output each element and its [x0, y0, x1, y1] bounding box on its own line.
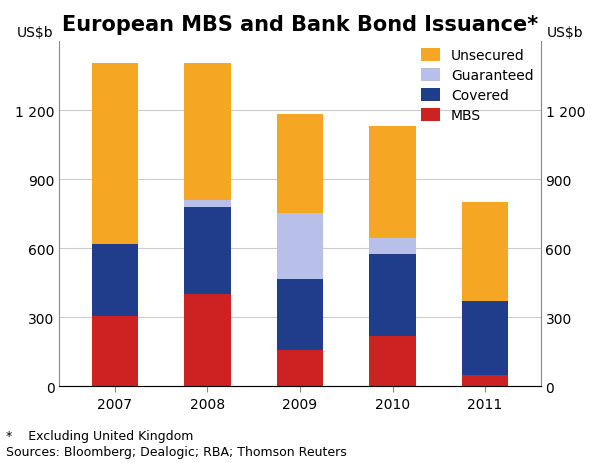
Bar: [184, 200, 230, 207]
Bar: [370, 238, 416, 255]
Bar: [277, 350, 323, 387]
Bar: [92, 64, 138, 244]
Bar: [370, 127, 416, 238]
Bar: [277, 280, 323, 350]
Bar: [184, 64, 230, 200]
Bar: [462, 301, 508, 375]
Bar: [462, 203, 508, 301]
Bar: [277, 114, 323, 213]
Legend: Unsecured, Guaranteed, Covered, MBS: Unsecured, Guaranteed, Covered, MBS: [421, 49, 533, 123]
Bar: [184, 295, 230, 387]
Text: Sources: Bloomberg; Dealogic; RBA; Thomson Reuters: Sources: Bloomberg; Dealogic; RBA; Thoms…: [6, 445, 347, 458]
Text: US$b: US$b: [17, 26, 53, 40]
Bar: [184, 207, 230, 295]
Title: European MBS and Bank Bond Issuance*: European MBS and Bank Bond Issuance*: [62, 15, 538, 35]
Bar: [92, 244, 138, 317]
Bar: [370, 255, 416, 336]
Bar: [370, 336, 416, 387]
Text: US$b: US$b: [547, 26, 583, 40]
Bar: [92, 317, 138, 387]
Text: *    Excluding United Kingdom: * Excluding United Kingdom: [6, 429, 193, 442]
Bar: [462, 375, 508, 387]
Bar: [277, 213, 323, 280]
